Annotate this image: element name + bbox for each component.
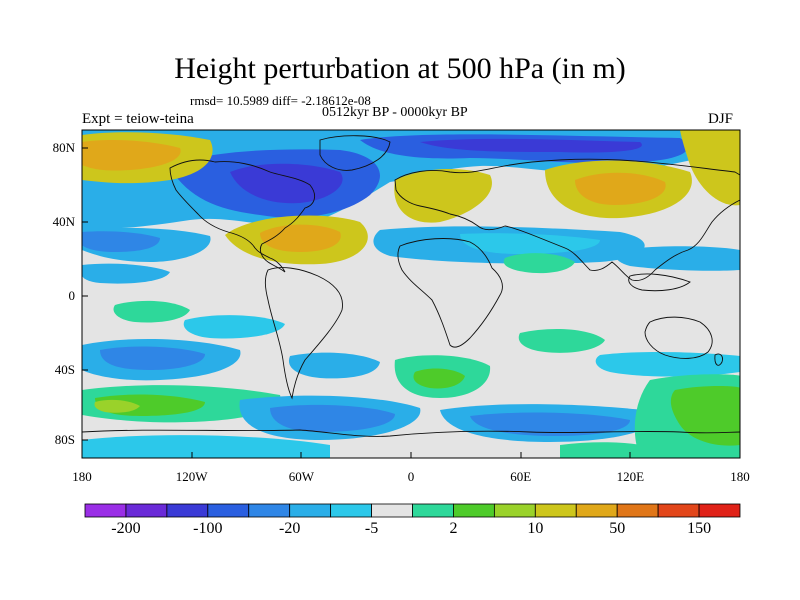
indian-ocean-positive <box>518 328 605 353</box>
colorbar-swatch <box>289 503 332 518</box>
anomaly-field <box>82 130 740 458</box>
colorbar-label: 2 <box>449 520 457 537</box>
x-tick-labels: 180 120W 60W 0 60E 120E 180 <box>72 469 750 484</box>
x-tick-label: 180 <box>72 469 92 484</box>
colorbar-swatch <box>453 503 495 518</box>
south-indian-negative <box>595 352 740 377</box>
south-america-outline <box>264 267 343 400</box>
antarctic-negative-west <box>82 435 330 458</box>
colorbar-label: -5 <box>365 520 378 537</box>
australia-outline <box>644 316 713 359</box>
colorbar-swatch <box>125 503 168 518</box>
south-pacific-positive <box>113 300 190 323</box>
pacific-asia-high-core <box>575 172 666 205</box>
x-tick-label: 60E <box>510 469 531 484</box>
colorbar-swatch <box>166 503 209 518</box>
eurasia-low-center <box>420 138 642 153</box>
colorbar-swatch <box>371 503 413 518</box>
south-pacific-negative-1 <box>183 315 285 339</box>
chart-title: Height perturbation at 500 hPa (in m) <box>174 52 626 85</box>
x-tick-label: 180 <box>730 469 750 484</box>
colorbar-swatches <box>84 503 741 518</box>
colorbar-swatch <box>493 503 536 518</box>
colorbar-swatch <box>412 503 454 518</box>
colorbar-swatch <box>657 503 700 518</box>
y-tick-label: 80N <box>53 140 76 155</box>
south-atlantic-positive-core <box>413 368 465 389</box>
x-tick-label: 120W <box>176 469 209 484</box>
y-tick-labels: 80N 40N 0 40S 80S <box>53 140 76 447</box>
season-label: DJF <box>708 111 734 127</box>
colorbar-label: -100 <box>193 520 222 537</box>
colorbar-swatch <box>616 503 659 518</box>
coastlines <box>82 135 740 437</box>
greenland-outline <box>319 135 391 171</box>
southern-positive-west-peak <box>94 399 140 413</box>
south-pacific-negative-core <box>100 346 205 370</box>
west-pacific-negative <box>615 246 740 271</box>
antarctica-outline <box>82 429 740 437</box>
period-label: 0512kyr BP - 0000kyr BP <box>322 105 468 120</box>
y-tick-label: 80S <box>55 432 75 447</box>
colorbar-swatch <box>575 503 618 518</box>
tropical-north-negative-inner <box>460 233 600 254</box>
southern-ocean-negative-1-core <box>270 404 395 432</box>
eurasia-outline <box>394 158 740 281</box>
colorbar-label: 10 <box>527 520 543 537</box>
australia-positive-core <box>670 386 740 446</box>
colorbar-swatch <box>698 503 741 518</box>
colorbar-swatch <box>84 503 127 518</box>
y-tick-label: 40N <box>53 214 76 229</box>
colorbar-swatch <box>534 503 577 518</box>
africa-outline <box>397 238 503 348</box>
colorbar-swatch <box>330 503 372 518</box>
southern-ocean-negative-2-core <box>470 412 630 436</box>
colorbar-swatch <box>207 503 250 518</box>
bering-high-core <box>82 140 181 171</box>
europe-high <box>394 168 492 223</box>
colorbar-label: -200 <box>111 520 140 537</box>
x-tick-label: 120E <box>617 469 645 484</box>
colorbar-label: 50 <box>609 520 625 537</box>
far-east-high <box>680 130 740 206</box>
x-tick-label: 60W <box>289 469 315 484</box>
colorbar-swatch <box>248 503 291 518</box>
new-zealand-outline <box>714 353 723 366</box>
colorbar-labels: -200 -100 -20 -5 2 10 50 150 <box>111 520 711 537</box>
subtropical-atlantic-core <box>260 224 341 252</box>
colorbar-label: -20 <box>279 520 300 537</box>
experiment-label: Expt = teiow-teina <box>82 111 194 127</box>
antarctic-positive-east <box>560 442 660 458</box>
colorbar-label: 150 <box>687 520 711 537</box>
stats-label: rmsd= 10.5989 diff= -2.18612e-08 <box>190 93 371 108</box>
north-america-outline <box>169 159 316 273</box>
north-pacific-negative-core <box>82 231 160 252</box>
x-tick-label: 0 <box>408 469 415 484</box>
y-tick-label: 40S <box>55 362 75 377</box>
south-atlantic-negative-1 <box>288 352 380 379</box>
tick-marks <box>81 147 741 458</box>
central-pacific-negative <box>82 263 170 284</box>
y-tick-label: 0 <box>69 288 76 303</box>
maritime-continent-outline <box>628 273 691 292</box>
arabia-positive <box>503 253 575 274</box>
